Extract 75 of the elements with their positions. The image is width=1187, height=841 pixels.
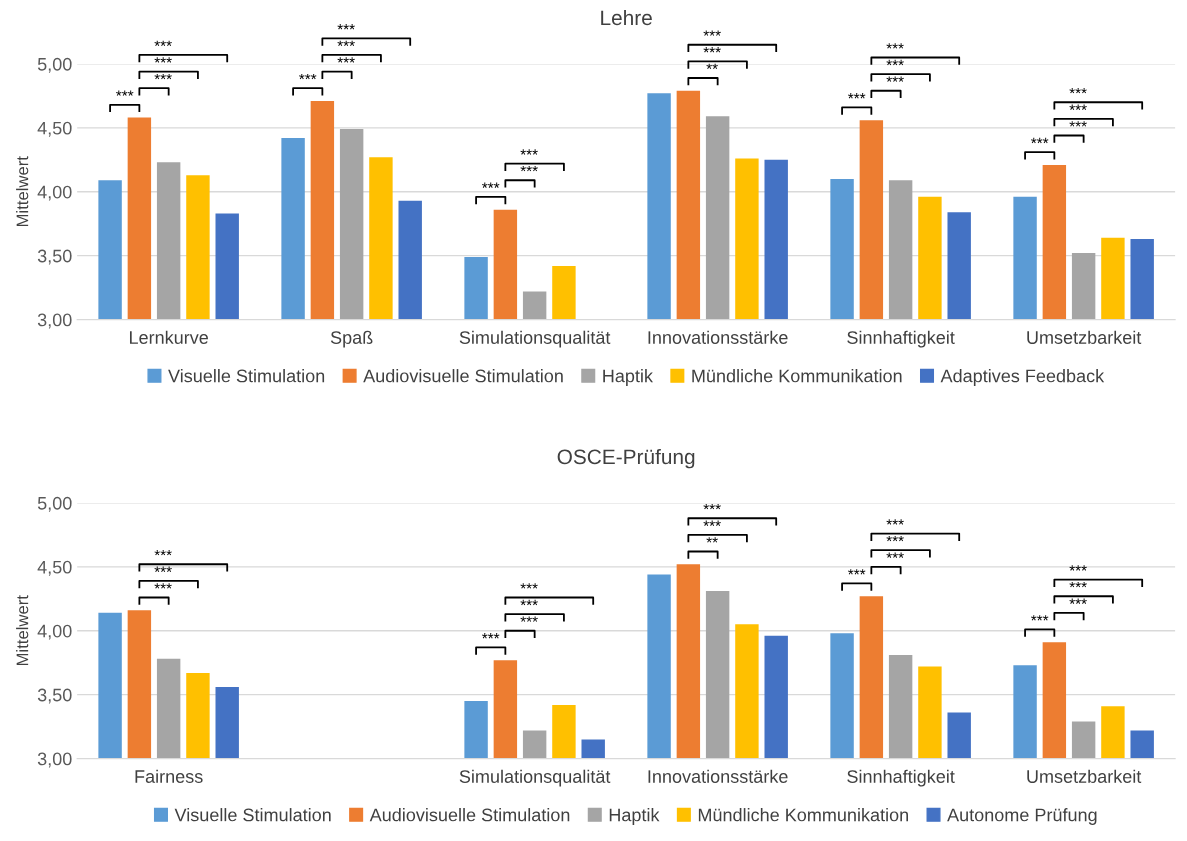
annotation: *** [1069,581,1087,588]
annotation: *** [154,583,172,589]
annotation: *** [154,566,172,572]
x-tick-label: Innovationsstärke [648,769,788,783]
text: *** [337,57,355,63]
legend-label: Audiovisuelle Stimulation [369,808,570,822]
annotation: *** [482,182,500,188]
annotation: *** [1031,137,1049,144]
text: *** [703,30,721,36]
text: *** [703,47,721,53]
annotation: *** [886,552,904,558]
annotation: *** [520,616,538,622]
y-tick-label: 4,50 [37,560,72,576]
annotation: *** [1031,615,1049,621]
text: *** [886,43,904,49]
legend-label: Haptik [609,808,660,825]
text: *** [154,57,172,63]
x-tick-label: Simulationsqualität [459,769,611,787]
chart-title: Lehre [601,9,652,26]
annotation: *** [703,503,721,510]
y-tick-label: 4,00 [37,185,72,201]
legend-label: Adaptives Feedback [940,369,1105,386]
legend-label: Mündliche Kommunikation [698,808,908,822]
annotation: *** [886,535,904,542]
annotation: *** [848,569,866,575]
x-tick-label: Umsetzbarkeit [1027,330,1142,344]
annotation: ** [706,63,718,70]
annotation: *** [1069,87,1087,94]
y-tick-label: 4,00 [37,624,72,640]
annotation: *** [154,73,172,80]
annotation: *** [116,90,134,96]
legend-label: Autonome Prüfung [947,808,1097,825]
text: *** [337,24,355,30]
x-tick-label: Sinnhaftigkeit [847,330,955,348]
legend-label: Visuelle Stimulation [174,808,331,822]
annotation: *** [299,73,317,80]
annotation: *** [520,165,538,172]
annotation: *** [154,549,172,556]
x-tick-label: Umsetzbarkeit [1027,769,1142,783]
x-tick-label: Sinnhaftigkeit [847,769,955,787]
x-tick-label: Spaß [330,330,373,348]
annotation: *** [1069,598,1087,604]
annotation: *** [886,59,904,66]
y-tick-label: 3,00 [37,752,72,768]
y-tick-label: 5,00 [37,57,72,73]
y-tick-label: 5,00 [37,496,72,512]
y-tick-label: 4,50 [37,121,72,137]
annotation: *** [520,583,538,589]
annotation: *** [848,93,866,99]
legend-label: Visuelle Stimulation [168,369,325,383]
annotation: *** [482,633,500,639]
y-axis-title: Mittelwert [16,595,29,666]
x-tick-label: Fairness [135,769,203,783]
y-axis-title: Mittelwert [16,156,29,227]
x-tick-label: Simulationsqualität [459,330,611,348]
x-tick-label: Innovationsstärke [648,330,788,344]
legend-label: Mündliche Kommunikation [692,369,902,383]
y-tick-label: 3,00 [37,313,72,329]
annotation: *** [886,519,904,525]
text: *** [337,40,355,47]
chart-title: OSCE-Prüfung [557,448,695,469]
annotation: *** [1069,565,1087,571]
y-tick-label: 3,50 [37,688,72,704]
annotation: *** [1069,104,1087,110]
annotation: *** [1069,121,1087,127]
annotation: *** [520,599,538,606]
annotation: *** [886,76,904,82]
y-tick-label: 3,50 [37,249,72,265]
text: *** [154,40,172,47]
legend-label: Audiovisuelle Stimulation [363,369,563,383]
legend-label: Haptik [603,369,653,386]
x-tick-label: Lernkurve [129,330,208,344]
annotation: ** [706,537,718,543]
annotation: *** [520,149,538,155]
annotation: *** [703,520,721,526]
